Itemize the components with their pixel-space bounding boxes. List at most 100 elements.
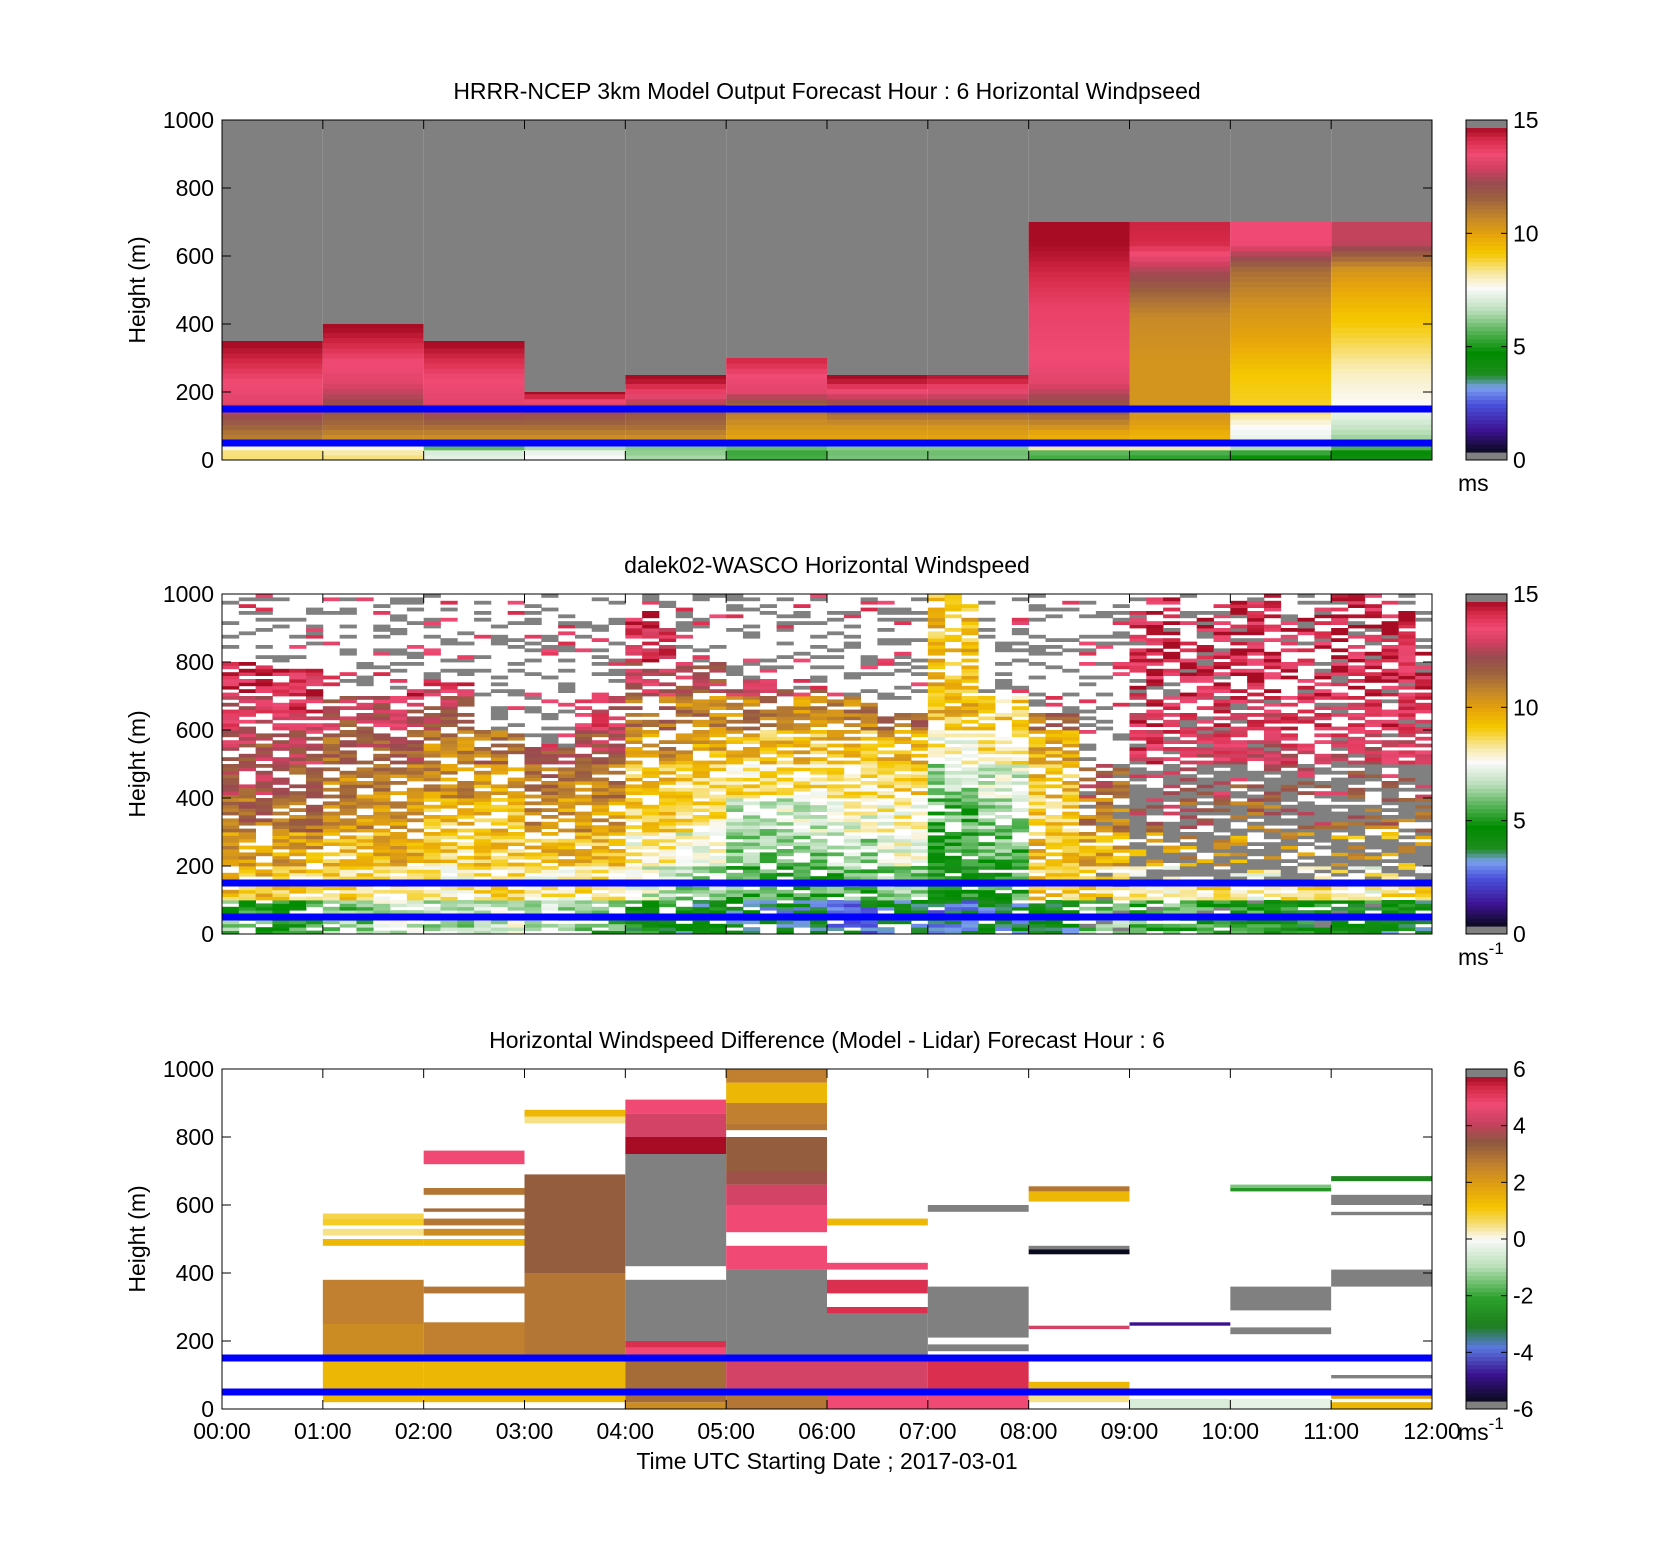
- heatmap-cell: [692, 801, 710, 806]
- heatmap-cell: [927, 424, 1029, 430]
- heatmap-cell: [406, 760, 425, 765]
- heatmap-cell: [726, 373, 827, 379]
- heatmap-cell: [810, 713, 828, 717]
- heatmap-cell: [1247, 600, 1265, 605]
- heatmap-cell: [1230, 424, 1332, 430]
- heatmap-cell: [541, 900, 559, 904]
- heatmap-cell: [238, 900, 257, 904]
- heatmap-cell: [272, 811, 290, 816]
- heatmap-cell: [675, 753, 693, 758]
- heatmap-cell: [978, 889, 996, 894]
- heatmap-cell: [944, 682, 962, 687]
- heatmap-cell: [406, 753, 425, 758]
- heatmap-cell: [440, 859, 458, 863]
- heatmap-cell: [827, 903, 845, 908]
- heatmap-cell: [911, 716, 929, 721]
- heatmap-cell: [692, 624, 710, 629]
- heatmap-cell: [675, 750, 693, 755]
- heatmap-cell: [591, 709, 609, 714]
- heatmap-cell: [1347, 736, 1366, 741]
- heatmap-cell: [524, 648, 542, 653]
- heatmap-cell: [978, 747, 996, 751]
- heatmap-cell: [1247, 668, 1265, 673]
- heatmap-cell: [944, 750, 962, 755]
- heatmap-cell: [1347, 855, 1366, 860]
- heatmap-cell: [625, 736, 643, 741]
- heatmap-cell: [457, 886, 475, 891]
- heatmap-cell: [1028, 240, 1130, 247]
- heatmap-cell: [507, 777, 525, 782]
- heatmap-cell: [423, 872, 441, 877]
- heatmap-cell: [574, 723, 593, 727]
- colorbar-swatch: [1466, 140, 1507, 145]
- heatmap-cell: [1230, 896, 1248, 901]
- heatmap-cell: [1230, 291, 1332, 298]
- heatmap-cell: [1331, 804, 1349, 809]
- heatmap-cell: [877, 791, 895, 795]
- heatmap-cell: [827, 631, 845, 636]
- heatmap-cell: [423, 368, 525, 374]
- heatmap-cell: [1179, 747, 1198, 751]
- heatmap-cell: [222, 723, 240, 727]
- heatmap-cell: [339, 651, 357, 656]
- heatmap-cell: [658, 757, 677, 761]
- heatmap-cell: [591, 849, 609, 853]
- heatmap-cell: [255, 743, 273, 748]
- heatmap-cell: [961, 798, 979, 802]
- heatmap-cell: [1079, 866, 1097, 870]
- heatmap-cell: [1230, 261, 1332, 267]
- heatmap-cell: [1263, 760, 1282, 765]
- heatmap-cell: [574, 855, 593, 860]
- heatmap-cell: [625, 706, 643, 710]
- heatmap-cell: [289, 757, 307, 761]
- heatmap-cell: [726, 393, 827, 400]
- heatmap-cell: [524, 886, 542, 891]
- heatmap-cell: [423, 869, 441, 874]
- heatmap-cell: [1112, 804, 1130, 809]
- heatmap-cell: [1263, 808, 1282, 812]
- heatmap-cell: [658, 811, 677, 816]
- heatmap-cell: [1146, 906, 1164, 911]
- heatmap-cell: [222, 733, 240, 738]
- heatmap-cell: [390, 617, 408, 622]
- heatmap-cell: [306, 709, 324, 714]
- heatmap-cell: [827, 743, 845, 748]
- heatmap-cell: [742, 624, 761, 629]
- heatmap-cell: [759, 733, 777, 738]
- heatmap-cell: [222, 828, 240, 833]
- heatmap-cell: [1011, 774, 1030, 778]
- heatmap-cell: [1331, 815, 1349, 819]
- heatmap-cell: [742, 818, 761, 823]
- heatmap-cell: [423, 923, 441, 928]
- heatmap-cell: [911, 889, 929, 894]
- heatmap-cell: [1347, 679, 1366, 683]
- heatmap-cell: [507, 832, 525, 836]
- heatmap-cell: [658, 767, 677, 772]
- heatmap-cell: [1095, 876, 1114, 880]
- heatmap-cell: [1112, 923, 1130, 928]
- heatmap-cell: [322, 910, 341, 914]
- heatmap-cell: [541, 825, 559, 829]
- heatmap-cell: [1230, 301, 1332, 308]
- heatmap-cell: [289, 838, 307, 843]
- colorbar-swatch: [1466, 330, 1507, 336]
- heatmap-cell: [440, 849, 458, 853]
- heatmap-cell: [658, 719, 677, 724]
- heatmap-cell: [558, 838, 576, 843]
- heatmap-cell: [692, 621, 710, 625]
- heatmap-cell: [1045, 767, 1063, 772]
- heatmap-cell: [1213, 777, 1231, 782]
- heatmap-cell: [944, 815, 962, 819]
- heatmap-cell: [894, 621, 912, 625]
- heatmap-cell: [255, 845, 273, 850]
- heatmap-cell: [1314, 713, 1332, 717]
- heatmap-cell: [1263, 835, 1282, 840]
- heatmap-cell: [1297, 804, 1315, 809]
- heatmap-cell: [272, 859, 290, 863]
- heatmap-cell: [222, 798, 240, 802]
- heatmap-cell: [1179, 811, 1198, 816]
- heatmap-cell: [1364, 923, 1382, 928]
- heatmap-cell: [1196, 665, 1214, 670]
- heatmap-cell: [927, 692, 946, 697]
